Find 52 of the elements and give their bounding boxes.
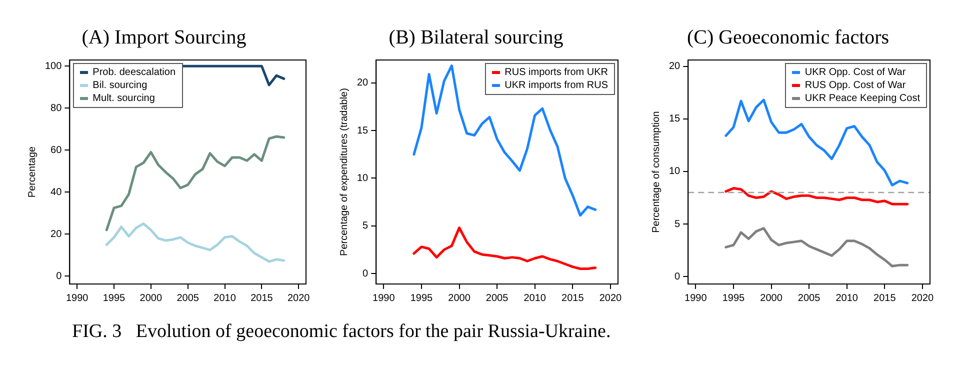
y-tick-label: 5 [674, 218, 681, 230]
y-tick-label: 20 [669, 61, 681, 72]
y-tick-label: 15 [669, 114, 681, 125]
x-tick-label: 2005 [798, 292, 821, 304]
y-axis-title: Percentage [26, 146, 38, 198]
x-tick-label: 2015 [562, 292, 584, 304]
y-tick-label: 80 [50, 102, 62, 114]
chart-title: (C) Geoeconomic factors [686, 26, 890, 48]
y-tick-label: 10 [357, 172, 369, 184]
x-tick-label: 2010 [836, 292, 858, 304]
legend-label: Bil. sourcing [92, 79, 148, 92]
x-tick-label: 2015 [874, 292, 896, 304]
y-tick-label: 0 [674, 271, 681, 282]
y-tick-label: 5 [362, 220, 369, 232]
x-tick-label: 2010 [524, 292, 546, 304]
x-tick-label: 1990 [66, 292, 89, 304]
x-tick-label: 1990 [372, 292, 396, 304]
x-tick-label: 2000 [760, 292, 783, 304]
x-tick-label: 2000 [448, 292, 471, 304]
legend-label: UKR Opp. Cost of War [804, 66, 906, 79]
y-axis-title: Percentage of consumption [650, 111, 662, 233]
x-tick-label: 1995 [410, 292, 434, 304]
y-tick-label: 100 [44, 60, 62, 72]
y-tick-label: 0 [362, 268, 369, 280]
y-tick-label: 10 [669, 166, 681, 178]
x-tick-label: 2020 [287, 292, 310, 304]
y-tick-label: 15 [357, 125, 369, 136]
y-tick-label: 0 [56, 270, 62, 282]
caption: FIG. 3 Evolution of geoeconomic factors for the pair Russia-Ukraine. [72, 321, 612, 343]
legend-label: UKR Peace Keeping Cost [804, 92, 920, 105]
legend-label: Prob. deescalation [92, 66, 176, 79]
x-tick-label: 2010 [214, 292, 236, 304]
chart-title: (B) Bilateral sourcing [388, 26, 564, 48]
y-tick-label: 20 [357, 78, 369, 89]
legend-label: Mult. sourcing [92, 92, 155, 105]
x-tick-label: 2020 [911, 292, 934, 304]
x-tick-label: 2020 [599, 292, 622, 304]
x-tick-label: 1995 [722, 292, 746, 304]
legend-label: RUS imports from UKR [504, 66, 608, 79]
x-tick-label: 2000 [140, 292, 162, 304]
legend-label: RUS Opp. Cost of War [804, 79, 906, 92]
x-tick-label: 1995 [102, 292, 126, 304]
x-tick-label: 1990 [684, 292, 708, 304]
y-tick-label: 20 [50, 228, 62, 240]
x-tick-label: 2015 [250, 292, 274, 304]
chart-title: (A) Import Sourcing [82, 26, 246, 48]
x-tick-label: 2005 [176, 292, 200, 304]
y-axis-title: Percentage of expenditures (tradable) [338, 88, 350, 256]
y-tick-label: 40 [50, 186, 62, 198]
legend-label: UKR imports from RUS [504, 79, 608, 92]
y-tick-label: 60 [50, 144, 62, 156]
x-tick-label: 2005 [486, 292, 509, 304]
